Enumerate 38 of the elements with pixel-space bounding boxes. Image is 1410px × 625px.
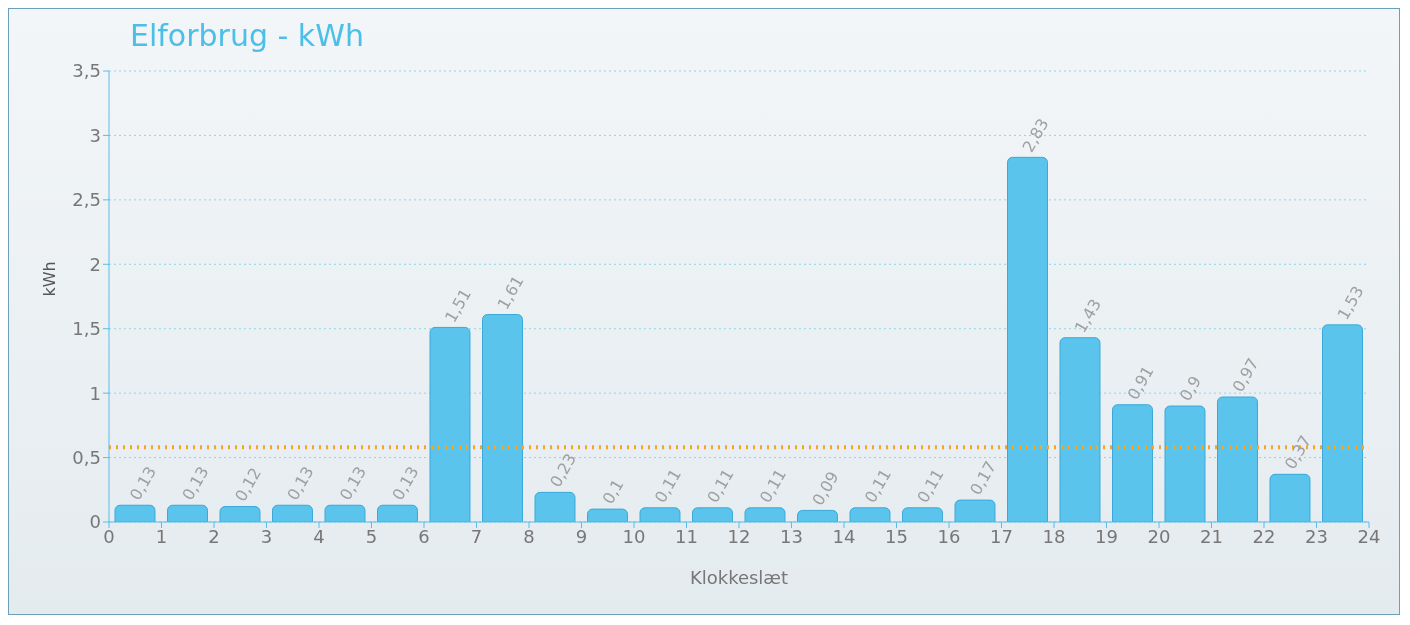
- y-tick-label: 3,5: [72, 60, 101, 82]
- x-tick-label: 13: [780, 525, 803, 547]
- x-tick-label: 17: [990, 525, 1013, 547]
- y-tick-label: 1: [89, 382, 101, 404]
- x-tick-label: 16: [937, 525, 961, 547]
- x-tick-label: 22: [1252, 525, 1276, 547]
- x-tick-label: 23: [1305, 525, 1328, 547]
- chart-title: Elforbrug - kWh: [130, 18, 364, 53]
- x-tick-label: 24: [1357, 525, 1381, 547]
- y-tick-label: 3: [89, 124, 101, 146]
- y-tick-label: 1,5: [72, 318, 101, 340]
- data-label: 0,1: [598, 475, 628, 508]
- y-axis-title: kWh: [39, 261, 59, 297]
- x-tick-label: 3: [260, 525, 273, 547]
- data-label: 0,9: [1175, 372, 1206, 405]
- x-tick-label: 1: [155, 525, 168, 547]
- y-tick-label: 0: [89, 511, 101, 533]
- x-tick-label: 2: [208, 525, 220, 547]
- x-tick-label: 7: [470, 525, 483, 547]
- x-tick-label: 12: [727, 525, 751, 547]
- x-tick-label: 15: [885, 525, 908, 547]
- x-axis-title: Klokkeslæt: [689, 567, 789, 588]
- x-tick-label: 19: [1095, 525, 1118, 547]
- x-tick-label: 18: [1042, 525, 1066, 547]
- x-tick-label: 14: [832, 525, 856, 547]
- x-tick-label: 11: [675, 525, 698, 547]
- x-tick-label: 20: [1147, 525, 1171, 547]
- x-tick-label: 0: [103, 525, 115, 547]
- y-tick-label: 0,5: [72, 446, 101, 468]
- x-tick-label: 5: [365, 525, 378, 547]
- y-tick-label: 2,5: [72, 189, 101, 211]
- x-tick-label: 8: [523, 525, 535, 547]
- x-tick-label: 4: [313, 525, 325, 547]
- x-tick-label: 10: [622, 525, 646, 547]
- x-tick-label: 6: [418, 525, 430, 547]
- x-tick-label: 21: [1200, 525, 1223, 547]
- y-tick-label: 2: [89, 253, 101, 275]
- x-tick-label: 9: [575, 525, 588, 547]
